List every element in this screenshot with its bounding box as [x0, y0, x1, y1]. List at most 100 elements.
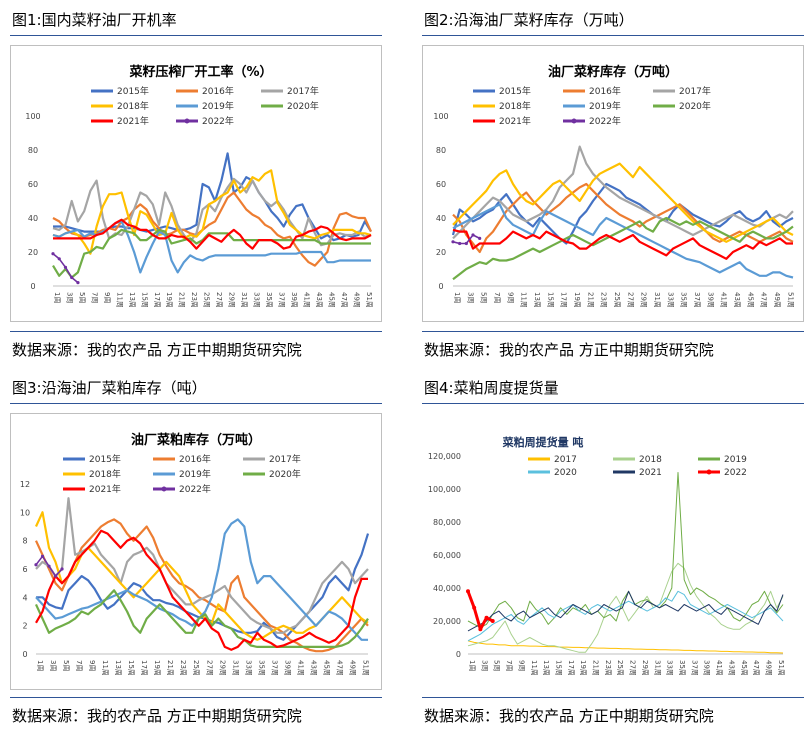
series-line-2016年: [452, 182, 794, 254]
y-tick-label: 0: [22, 650, 27, 659]
y-tick-label: 80: [436, 146, 446, 155]
figure-1-source-rule: [10, 331, 382, 332]
y-tick-label: 20,000: [433, 617, 461, 626]
x-tick-label: 23周: [600, 292, 608, 308]
x-tick-label: 21周: [166, 660, 174, 676]
x-tick-label: 11周: [530, 660, 538, 676]
x-tick-label: 13周: [542, 660, 550, 676]
series-line-2021年: [452, 228, 793, 260]
x-tick-label: 27周: [629, 660, 637, 676]
x-tick-label: 7周: [505, 660, 513, 671]
series-point-2022年: [60, 567, 64, 571]
x-tick-label: 17周: [140, 660, 148, 676]
x-tick-label: 45周: [746, 292, 754, 308]
x-tick-label: 23周: [604, 660, 612, 676]
series-point-2022年: [76, 281, 80, 285]
chart-title: 菜粕周提货量 吨: [502, 435, 584, 449]
legend-label: 2021年: [89, 483, 121, 495]
x-tick-label: 5周: [78, 292, 86, 303]
y-tick-label: 80: [28, 146, 38, 155]
y-tick-label: 0: [30, 282, 35, 291]
x-tick-label: 3周: [49, 660, 57, 671]
x-tick-label: 11周: [101, 660, 109, 676]
figure-3-source-rule: [10, 697, 382, 698]
chart-3: 油厂菜粕库存（万吨） 2015年 2016年 2017年 2018年 2019年 2020年…: [20, 432, 370, 676]
legend-label: 2018: [639, 455, 662, 465]
figure-4-rule: [422, 403, 804, 404]
x-tick-label: 23周: [179, 660, 187, 676]
x-tick-label: 31周: [231, 660, 239, 676]
chart-title: 油厂菜粕库存（万吨）: [131, 432, 261, 448]
x-tick-label: 37周: [270, 660, 278, 676]
x-tick-label: 43周: [733, 292, 741, 308]
series-line-2019年: [452, 203, 794, 279]
x-tick-label: 41周: [720, 292, 728, 308]
legend-label: 2020年: [287, 100, 319, 112]
x-tick-label: 21周: [586, 292, 594, 308]
legend-label: 2021年: [117, 115, 149, 127]
x-tick-label: 37周: [690, 660, 698, 676]
x-tick-label: 37周: [693, 292, 701, 308]
legend-marker: [184, 118, 190, 124]
x-tick-label: 51周: [786, 292, 794, 308]
x-tick-label: 43周: [309, 660, 317, 676]
x-tick-label: 47周: [335, 660, 343, 676]
x-tick-label: 45周: [327, 292, 335, 308]
x-tick-label: 33周: [666, 660, 674, 676]
series-line-2017年: [52, 177, 372, 247]
x-tick-label: 5周: [62, 660, 70, 671]
series-point-2022: [466, 589, 470, 594]
x-tick-label: 39周: [290, 292, 298, 308]
y-tick-label: 20: [28, 248, 38, 257]
series-line-2015年: [451, 182, 794, 245]
legend-label: 2019年: [179, 468, 211, 480]
x-tick-label: 25周: [192, 660, 200, 676]
legend-label: 2021: [639, 468, 662, 478]
x-tick-label: 15周: [546, 292, 554, 308]
chart-4: 菜粕周提货量 吨 2017 2018 2019 2020 2021 2022 0 20,000 4…: [428, 435, 785, 676]
x-tick-label: 33周: [666, 292, 674, 308]
x-tick-label: 3周: [466, 292, 474, 303]
legend-label: 2022: [724, 468, 747, 478]
series-line-2019年: [35, 518, 368, 641]
y-tick-label: 100: [25, 112, 40, 121]
y-tick-label: 100,000: [428, 485, 461, 494]
x-tick-label: 21周: [178, 292, 186, 308]
x-tick-label: 29周: [218, 660, 226, 676]
x-tick-label: 35周: [680, 292, 688, 308]
legend-marker: [161, 486, 167, 492]
x-tick-label: 3周: [65, 292, 73, 303]
x-tick-label: 39周: [703, 660, 711, 676]
y-tick-label: 12: [20, 480, 30, 489]
series-line-2015年: [36, 533, 370, 641]
x-tick-label: 35周: [265, 292, 273, 308]
y-tick-label: 80,000: [433, 518, 461, 527]
legend-label: 2020年: [679, 100, 711, 112]
x-tick-label: 17周: [153, 292, 161, 308]
chart-2: 油厂菜籽库存（万吨） 2015年 2016年 2017年 2018年 2019年 2020年…: [433, 64, 794, 308]
x-tick-label: 13周: [128, 292, 136, 308]
y-tick-label: 40: [28, 214, 38, 223]
figure-1-caption: 图1:国内菜籽油厂开机率: [12, 11, 177, 29]
x-tick-label: 19周: [153, 660, 161, 676]
legend-marker: [571, 118, 577, 124]
y-tick-label: 60,000: [433, 551, 461, 560]
x-tick-label: 27周: [215, 292, 223, 308]
x-tick-label: 1周: [453, 292, 461, 303]
x-tick-label: 1周: [53, 292, 61, 303]
x-tick-label: 31周: [240, 292, 248, 308]
x-tick-label: 31周: [653, 292, 661, 308]
x-tick-label: 15周: [127, 660, 135, 676]
legend-label: 2015年: [117, 85, 149, 97]
x-tick-label: 49周: [352, 292, 360, 308]
series-line-2018: [467, 562, 784, 653]
series-line-2018年: [452, 162, 794, 243]
series-point-2022年: [70, 275, 74, 280]
x-tick-label: 25周: [616, 660, 624, 676]
series-point-2022年: [458, 241, 462, 246]
series-point-2022: [472, 605, 477, 610]
series-point-2022年: [478, 236, 482, 240]
series-point-2022年: [40, 554, 45, 558]
x-tick-label: 19周: [573, 292, 581, 308]
legend-label: 2018年: [499, 100, 531, 112]
